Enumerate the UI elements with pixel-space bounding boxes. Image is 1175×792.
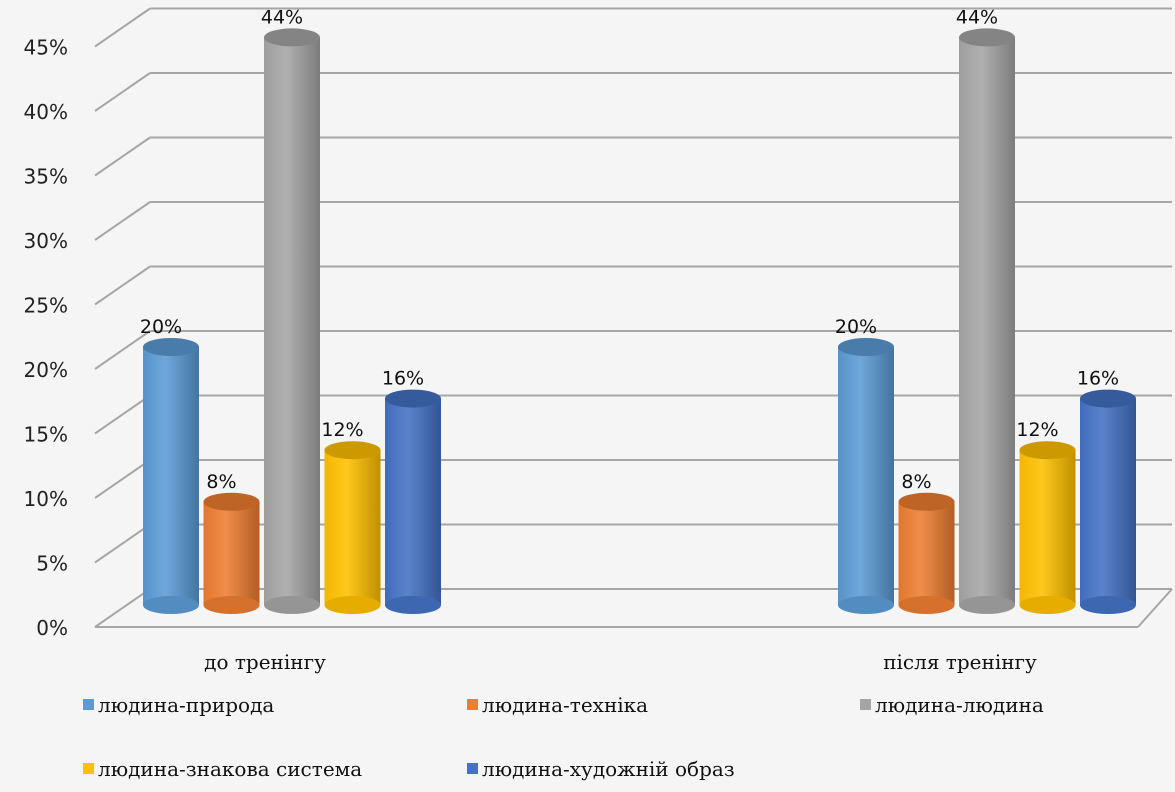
y-tick-label: 45%: [24, 36, 68, 60]
legend-item: людина-техніка: [467, 693, 648, 717]
bar-body: [959, 37, 1015, 605]
gridline-depth: [94, 72, 151, 112]
gridline-depth: [94, 201, 151, 241]
legend-label: людина-техніка: [482, 693, 648, 717]
data-label: 8%: [206, 471, 236, 493]
y-tick-label: 25%: [24, 294, 68, 318]
bar-base: [324, 596, 381, 614]
y-tick-label: 30%: [24, 229, 68, 253]
legend-label: людина-природа: [98, 693, 274, 717]
legend: людина-природа людина-техніка людина-людин…: [83, 693, 1044, 781]
bar-body: [143, 347, 199, 605]
legend-item: людина-природа: [83, 693, 274, 717]
bar-body: [838, 347, 894, 605]
bar-base: [959, 596, 1015, 614]
gridline-depth: [94, 265, 151, 306]
bar-body: [1019, 450, 1076, 605]
gridline-depth: [94, 330, 151, 370]
y-tick-label: 20%: [24, 358, 68, 382]
bar-cap: [324, 441, 381, 460]
bar: 8%: [898, 471, 955, 614]
bar-body: [203, 501, 260, 605]
y-tick-label: 35%: [24, 165, 68, 189]
bar: 8%: [203, 471, 260, 614]
floor-right-edge: [1137, 588, 1173, 628]
data-label: 12%: [1016, 419, 1058, 441]
legend-item: людина-людина: [860, 693, 1044, 717]
legend-label: людина-людина: [875, 693, 1044, 717]
legend-label: людина-художній образ: [482, 757, 735, 781]
bar-cap: [203, 492, 260, 511]
legend-swatch: [467, 763, 478, 774]
bar-cap: [1080, 389, 1136, 408]
bar-base: [838, 596, 894, 614]
bar-base: [1080, 596, 1136, 614]
bar-cap: [264, 28, 320, 47]
bar-cap: [898, 492, 955, 511]
y-tick-label: 15%: [24, 423, 68, 447]
y-tick-label: 10%: [24, 487, 68, 511]
legend-item: людина-знакова система: [83, 757, 362, 781]
data-label: 20%: [140, 316, 182, 338]
bar-base: [143, 596, 199, 614]
legend-swatch: [860, 699, 871, 710]
bar: 12%: [321, 419, 381, 614]
bar-cap: [838, 338, 894, 356]
data-label: 12%: [321, 419, 363, 441]
gridline-depth: [94, 523, 151, 564]
bar: 16%: [1077, 368, 1136, 614]
bar: 16%: [382, 368, 441, 614]
legend-swatch: [467, 699, 478, 710]
bar-base: [1019, 596, 1076, 614]
legend-item: людина-художній образ: [467, 757, 735, 781]
bar: 44%: [261, 6, 320, 614]
bar-cap: [143, 338, 199, 356]
legend-label: людина-знакова система: [98, 757, 362, 781]
y-tick-label: 0%: [36, 616, 68, 640]
data-label: 8%: [901, 471, 931, 493]
data-label: 44%: [956, 6, 998, 28]
gridline-depth: [94, 588, 151, 628]
bar-cap: [1019, 441, 1076, 460]
legend-swatch: [83, 699, 94, 710]
bars: 20% 8% 44% 12% 16% 20% 8% 44% 12% 16%: [140, 6, 1136, 614]
y-axis-ticks: 0% 5% 10% 15% 20% 25% 30% 35% 40% 45%: [24, 36, 68, 641]
bar-base: [898, 596, 955, 614]
data-label: 16%: [382, 368, 424, 390]
bar: 20%: [140, 316, 199, 614]
bar: 20%: [835, 316, 894, 614]
bar-cap: [385, 389, 441, 408]
x-axis-categories: до тренінгу після тренінгу: [204, 650, 1037, 674]
data-label: 44%: [261, 6, 303, 28]
bar-body: [324, 450, 381, 605]
bar-base: [203, 596, 260, 614]
y-tick-label: 40%: [24, 100, 68, 124]
bar-cap: [959, 28, 1015, 47]
gridline-depth: [94, 136, 151, 177]
data-label: 16%: [1077, 368, 1119, 390]
gridline-depth: [94, 7, 151, 48]
bar-body: [385, 398, 441, 605]
bar: 12%: [1016, 419, 1076, 614]
category-label: до тренінгу: [204, 650, 326, 674]
category-label: після тренінгу: [883, 650, 1037, 674]
gridline-depth: [94, 459, 151, 499]
bar-body: [1080, 398, 1136, 605]
gridline-depth: [94, 394, 151, 435]
bar-body: [898, 501, 955, 605]
bar-base: [264, 596, 320, 614]
data-label: 20%: [835, 316, 877, 338]
y-tick-label: 5%: [36, 552, 68, 576]
legend-swatch: [83, 763, 94, 774]
bar-base: [385, 596, 441, 614]
bar-body: [264, 37, 320, 605]
bar: 44%: [956, 6, 1015, 614]
